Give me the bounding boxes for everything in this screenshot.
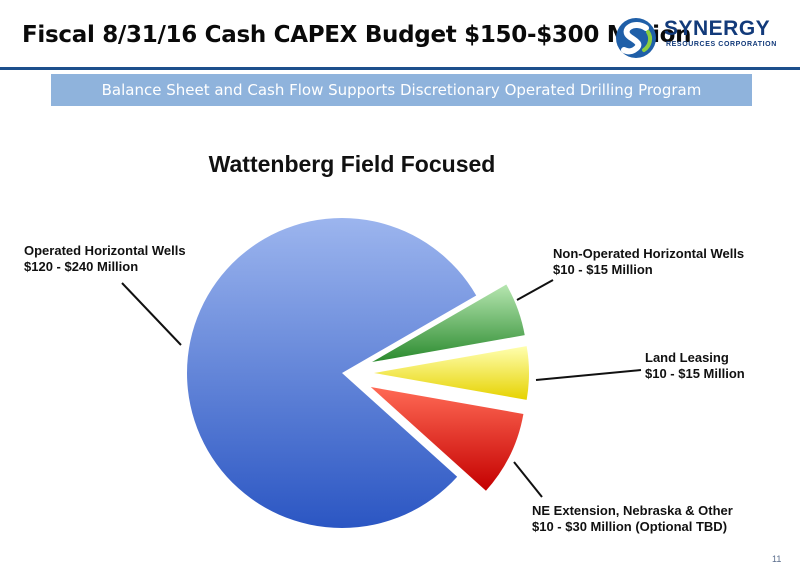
leader-lines — [121, 279, 642, 498]
slice-label: Non-Operated Horizontal Wells — [553, 246, 744, 261]
company-logo: SYNERGY RESOURCES CORPORATION — [612, 12, 792, 64]
banner-text: Balance Sheet and Cash Flow Supports Dis… — [101, 81, 702, 99]
synergy-swirl-icon — [616, 18, 656, 58]
subtitle-banner: Balance Sheet and Cash Flow Supports Dis… — [51, 74, 752, 106]
slice-labels: Operated Horizontal Wells$120 - $240 Mil… — [24, 243, 745, 534]
pie-slices — [187, 217, 529, 528]
slice-label: Land Leasing — [645, 350, 729, 365]
logo-subtitle: RESOURCES CORPORATION — [666, 41, 777, 48]
slice-value-label: $10 - $15 Million — [553, 262, 653, 277]
slice-value-label: $10 - $30 Million (Optional TBD) — [532, 519, 727, 534]
slice-value-label: $10 - $15 Million — [645, 366, 745, 381]
leader-line — [513, 461, 543, 498]
logo-wordmark: SYNERGY — [664, 17, 771, 40]
pie-slice — [372, 284, 525, 363]
leader-line — [121, 282, 182, 346]
slice-label: NE Extension, Nebraska & Other — [532, 503, 733, 518]
chart-title: Wattenberg Field Focused — [209, 151, 496, 177]
pie-slice — [370, 387, 524, 491]
pie-slice — [374, 346, 529, 400]
leader-line — [516, 279, 554, 301]
slice-label: Operated Horizontal Wells — [24, 243, 186, 258]
leader-line — [535, 369, 642, 381]
slide-title: Fiscal 8/31/16 Cash CAPEX Budget $150-$3… — [22, 22, 692, 48]
pie-slice — [187, 217, 477, 528]
page-number: 11 — [772, 554, 782, 564]
slice-value-label: $120 - $240 Million — [24, 259, 138, 274]
title-divider — [0, 67, 800, 70]
